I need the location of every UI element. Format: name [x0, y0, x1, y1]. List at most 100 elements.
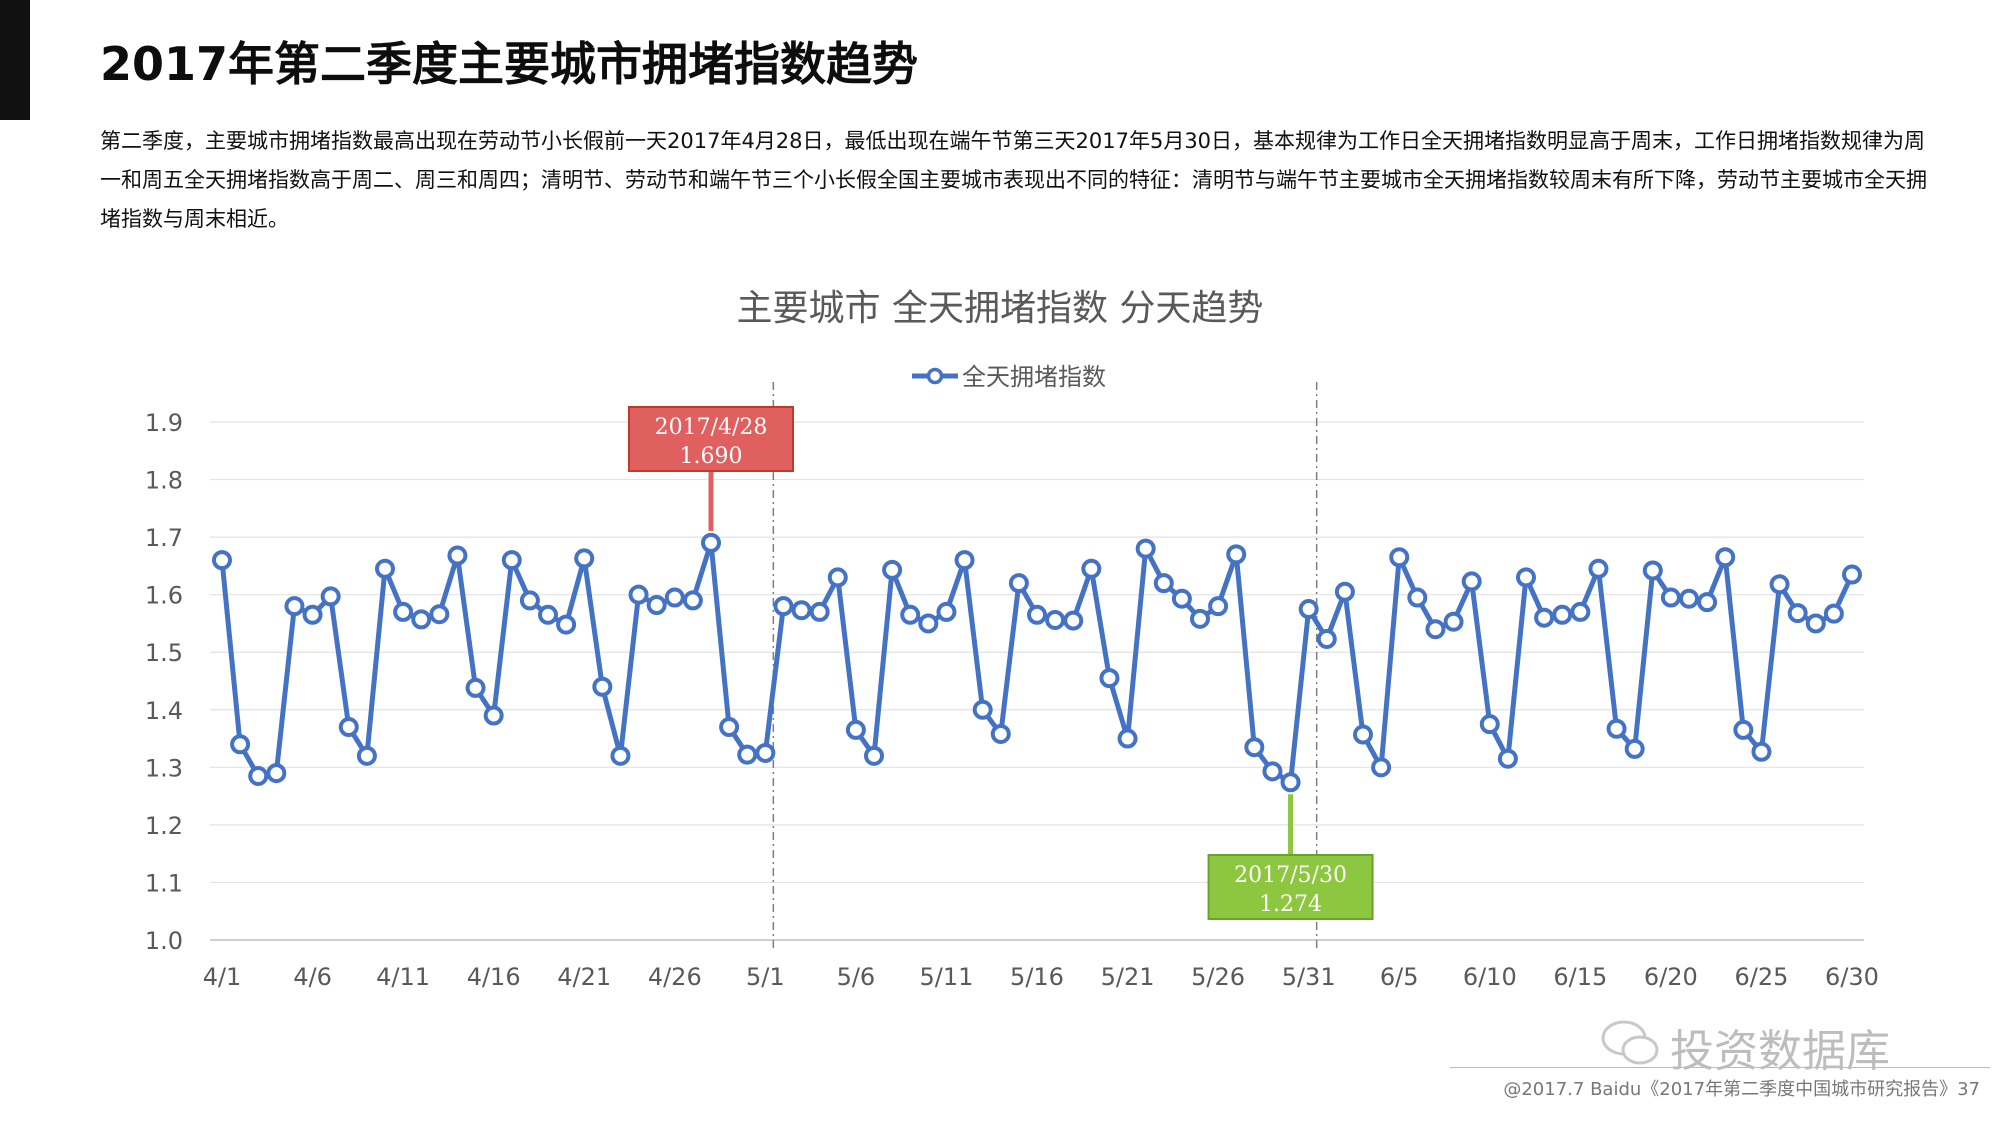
data-point	[1715, 547, 1736, 568]
x-tick-label: 5/11	[919, 963, 973, 991]
summary-paragraph: 第二季度，主要城市拥堵指数最高出现在劳动节小长假前一天2017年4月28日，最低…	[100, 129, 1927, 231]
data-point	[1208, 596, 1229, 617]
data-point	[1733, 719, 1754, 740]
data-point	[284, 596, 305, 617]
data-point	[1081, 558, 1102, 579]
data-point	[791, 600, 812, 621]
data-point	[1516, 567, 1536, 588]
data-point	[1389, 547, 1410, 568]
data-point	[1660, 587, 1681, 608]
data-point	[1262, 761, 1283, 782]
data-point	[302, 604, 323, 625]
watermark-text: 投资数据库	[1670, 1026, 1890, 1077]
data-point	[900, 604, 921, 625]
x-tick-label: 6/10	[1463, 963, 1517, 991]
data-point	[212, 550, 232, 571]
data-point	[1226, 544, 1247, 565]
data-point	[519, 590, 540, 611]
data-point	[918, 613, 939, 634]
y-tick-label: 1.1	[145, 869, 183, 897]
chart-legend: 全天拥堵指数	[912, 363, 1106, 391]
data-point	[1353, 724, 1373, 745]
x-tick-label: 4/6	[293, 963, 332, 991]
x-tick-label: 5/31	[1282, 963, 1336, 991]
data-point	[592, 676, 613, 697]
data-point	[411, 609, 432, 630]
data-point	[1298, 599, 1319, 620]
data-point	[809, 601, 830, 622]
x-tick-label: 6/30	[1825, 963, 1879, 991]
data-point	[1443, 611, 1464, 632]
footer-citation: @2017.7 Baidu《2017年第二季度中国城市研究报告》37	[1503, 1079, 1980, 1100]
x-tick-label: 4/16	[467, 963, 521, 991]
data-point	[773, 596, 794, 617]
data-point	[1606, 718, 1627, 739]
y-tick-label: 1.0	[145, 927, 183, 955]
data-point	[1679, 588, 1699, 609]
data-point	[1842, 564, 1862, 585]
data-point	[610, 745, 631, 766]
y-tick-label: 1.2	[145, 812, 183, 840]
x-tick-label: 6/15	[1553, 963, 1607, 991]
data-point	[1280, 772, 1301, 793]
data-point	[1425, 619, 1446, 640]
legend-marker-swatch	[926, 367, 944, 385]
data-point	[1190, 608, 1210, 629]
y-tick-label: 1.3	[145, 754, 183, 782]
data-point	[483, 705, 504, 726]
series-line	[219, 540, 1855, 785]
data-point	[682, 590, 703, 611]
y-tick-label: 1.7	[145, 524, 183, 552]
data-point	[1552, 604, 1573, 625]
data-point	[1334, 581, 1355, 602]
x-tick-label: 4/1	[203, 963, 242, 991]
x-tick-label: 6/5	[1380, 963, 1419, 991]
data-point	[447, 545, 468, 566]
data-point	[375, 558, 395, 579]
data-point	[574, 548, 595, 569]
data-point	[827, 567, 848, 588]
data-point	[1588, 558, 1609, 579]
data-point	[1099, 668, 1120, 689]
x-tick-label: 5/1	[746, 963, 785, 991]
data-point	[1479, 714, 1500, 735]
x-tick-label: 5/16	[1010, 963, 1064, 991]
data-point	[1534, 607, 1555, 628]
x-tick-label: 6/25	[1734, 963, 1788, 991]
data-point	[1008, 573, 1029, 594]
y-tick-label: 1.9	[145, 409, 183, 437]
data-point	[1371, 757, 1392, 778]
data-point	[972, 699, 993, 720]
data-point	[1570, 601, 1591, 622]
data-point	[954, 550, 975, 571]
annotation-box	[1207, 854, 1374, 920]
wechat-icon	[1601, 1020, 1659, 1065]
annotation-date: 2017/5/30	[1234, 863, 1347, 888]
data-point	[429, 604, 450, 625]
data-point	[1135, 538, 1156, 559]
data-point	[1642, 560, 1663, 581]
data-point	[248, 765, 269, 786]
data-point	[1171, 588, 1192, 609]
y-tick-label: 1.5	[145, 639, 183, 667]
data-point	[393, 601, 414, 622]
data-point	[338, 717, 359, 738]
x-tick-label: 6/20	[1644, 963, 1698, 991]
data-point	[882, 559, 903, 580]
annotation-date: 2017/4/28	[655, 415, 768, 440]
data-point	[1461, 571, 1482, 592]
y-tick-label: 1.4	[145, 697, 183, 725]
data-point	[864, 745, 884, 766]
data-point	[719, 717, 740, 738]
x-tick-label: 4/11	[376, 963, 430, 991]
data-point	[936, 601, 957, 622]
x-tick-label: 5/26	[1191, 963, 1245, 991]
data-point	[1787, 603, 1808, 624]
data-point	[628, 584, 649, 605]
x-tick-label: 4/26	[648, 963, 702, 991]
page-title: 2017年第二季度主要城市拥堵指数趋势	[100, 37, 919, 91]
data-point	[1805, 613, 1826, 634]
annotation-box	[628, 406, 794, 472]
footer-divider	[1450, 1067, 1990, 1068]
data-point	[664, 587, 685, 608]
